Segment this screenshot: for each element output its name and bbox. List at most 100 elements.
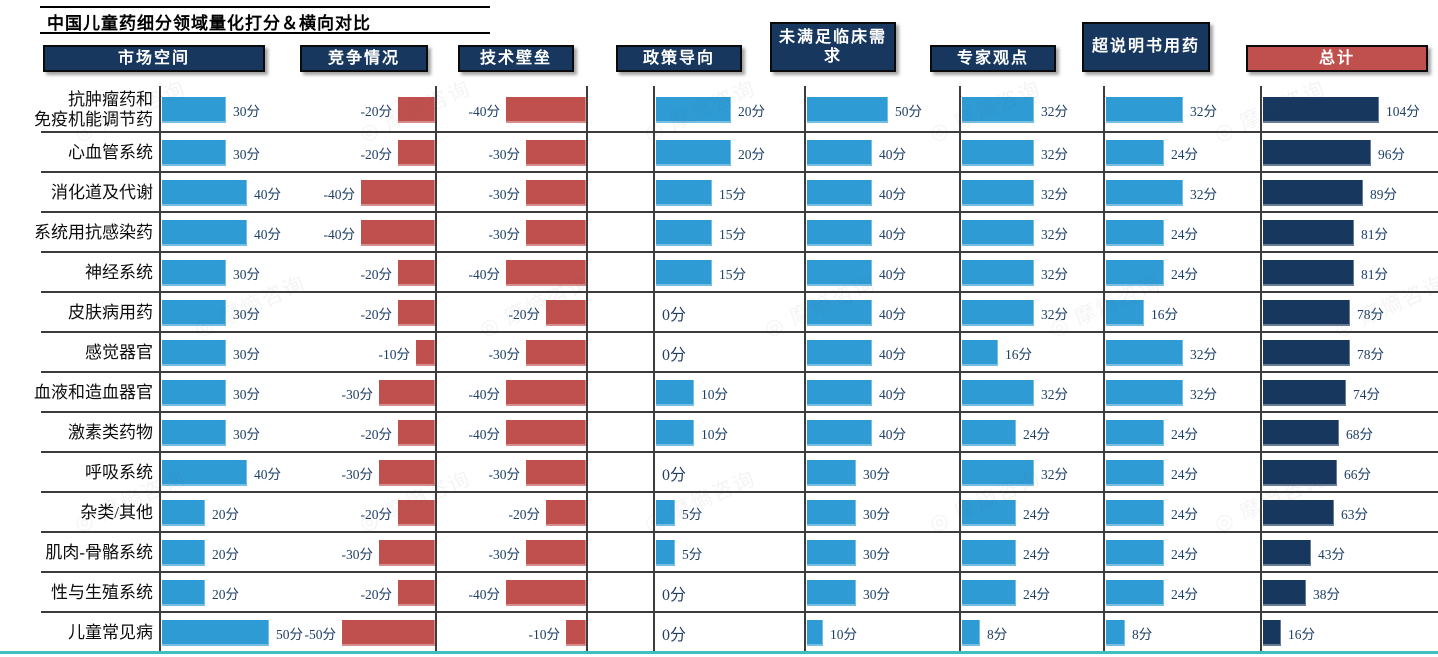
value-label-expert: 8分 (987, 613, 1007, 653)
bar-tech (526, 540, 586, 566)
bar-policy (656, 260, 712, 286)
bar-total (1263, 420, 1339, 446)
value-label-unmet-need: 40分 (879, 133, 906, 173)
value-label-total: 74分 (1353, 373, 1380, 413)
value-label-market: 40分 (254, 453, 281, 493)
row-label: 激素类药物 (0, 413, 155, 453)
value-label-unmet-need: 40分 (879, 333, 906, 373)
bar-policy (656, 140, 731, 166)
value-label-off-label: 24分 (1171, 573, 1198, 613)
value-label-policy: 0分 (662, 613, 686, 653)
bar-unmet-need (807, 97, 888, 123)
value-label-competition: -20分 (361, 573, 393, 613)
title-rule-bottom (40, 32, 490, 34)
value-label-policy: 10分 (701, 373, 728, 413)
bar-expert (962, 420, 1016, 446)
value-label-unmet-need: 40分 (879, 213, 906, 253)
bar-tech (506, 97, 586, 123)
bar-unmet-need (807, 220, 872, 246)
value-label-policy: 20分 (738, 133, 765, 173)
bar-unmet-need (807, 140, 872, 166)
bar-expert (962, 580, 1016, 606)
column-header-unmet-need: 未满足临床需求 (770, 22, 896, 72)
bar-tech (526, 220, 586, 246)
value-label-total: 16分 (1288, 613, 1315, 653)
bar-unmet-need (807, 500, 856, 526)
bar-tech (506, 580, 586, 606)
bar-total (1263, 340, 1350, 366)
value-label-tech: -40分 (469, 373, 501, 413)
bar-market (162, 500, 205, 526)
value-label-market: 20分 (212, 573, 239, 613)
value-label-off-label: 32分 (1190, 373, 1217, 413)
value-label-total: 68分 (1346, 413, 1373, 453)
bar-market (162, 140, 226, 166)
value-label-off-label: 24分 (1171, 493, 1198, 533)
column-header-competition: 竞争情况 (300, 45, 428, 72)
bar-expert (962, 140, 1034, 166)
bar-policy (656, 420, 694, 446)
value-label-unmet-need: 40分 (879, 253, 906, 293)
value-label-policy: 0分 (662, 293, 686, 333)
bar-off-label (1106, 460, 1164, 486)
bar-market (162, 260, 226, 286)
value-label-competition: -20分 (361, 253, 393, 293)
value-label-tech: -30分 (489, 213, 521, 253)
value-label-competition: -40分 (324, 213, 356, 253)
value-label-tech: -30分 (489, 173, 521, 213)
column-header-total: 总计 (1246, 45, 1428, 72)
value-label-expert: 16分 (1005, 333, 1032, 373)
bar-policy (656, 220, 712, 246)
column-header-policy: 政策导向 (616, 45, 742, 72)
value-label-total: 66分 (1344, 453, 1371, 493)
value-label-market: 30分 (233, 373, 260, 413)
value-label-off-label: 24分 (1171, 253, 1198, 293)
value-label-competition: -10分 (379, 333, 411, 373)
value-label-expert: 32分 (1041, 213, 1068, 253)
score-table: 抗肿瘤药和 免疫机能调节药30分-20分-40分20分50分32分32分104分… (0, 86, 1438, 653)
bar-market (162, 620, 269, 646)
value-label-unmet-need: 40分 (879, 173, 906, 213)
bar-tech (526, 460, 586, 486)
value-label-unmet-need: 10分 (830, 613, 857, 653)
value-label-competition: -50分 (305, 613, 337, 653)
bar-unmet-need (807, 420, 872, 446)
bar-policy (656, 180, 712, 206)
value-label-total: 63分 (1341, 493, 1368, 533)
bar-competition (379, 380, 435, 406)
bar-unmet-need (807, 460, 856, 486)
value-label-unmet-need: 40分 (879, 413, 906, 453)
value-label-expert: 32分 (1041, 133, 1068, 173)
bar-total (1263, 580, 1306, 606)
value-label-market: 30分 (233, 133, 260, 173)
value-label-policy: 0分 (662, 333, 686, 373)
value-label-expert: 32分 (1041, 453, 1068, 493)
bar-policy (656, 540, 675, 566)
bar-off-label (1106, 420, 1164, 446)
value-label-market: 50分 (276, 613, 303, 653)
bar-unmet-need (807, 620, 823, 646)
value-label-market: 30分 (233, 333, 260, 373)
value-label-policy: 0分 (662, 573, 686, 613)
table-row: 神经系统30分-20分-40分15分40分32分24分81分 (0, 253, 1438, 293)
table-row: 性与生殖系统20分-20分-40分0分30分24分24分38分 (0, 573, 1438, 613)
value-label-competition: -40分 (324, 173, 356, 213)
value-label-unmet-need: 30分 (863, 533, 890, 573)
value-label-market: 30分 (233, 413, 260, 453)
value-label-off-label: 32分 (1190, 333, 1217, 373)
bar-competition (398, 420, 435, 446)
row-label: 皮肤病用药 (0, 293, 155, 333)
value-label-off-label: 24分 (1171, 453, 1198, 493)
value-label-off-label: 24分 (1171, 133, 1198, 173)
value-label-competition: -30分 (342, 373, 374, 413)
value-label-unmet-need: 30分 (863, 453, 890, 493)
table-row: 感觉器官30分-10分-30分0分40分16分32分78分 (0, 333, 1438, 373)
bar-total (1263, 540, 1311, 566)
bar-unmet-need (807, 540, 856, 566)
value-label-tech: -40分 (469, 413, 501, 453)
value-label-expert: 24分 (1023, 533, 1050, 573)
value-label-total: 104分 (1386, 86, 1420, 133)
bar-off-label (1106, 180, 1183, 206)
row-label: 消化道及代谢 (0, 173, 155, 213)
value-label-unmet-need: 30分 (863, 493, 890, 533)
